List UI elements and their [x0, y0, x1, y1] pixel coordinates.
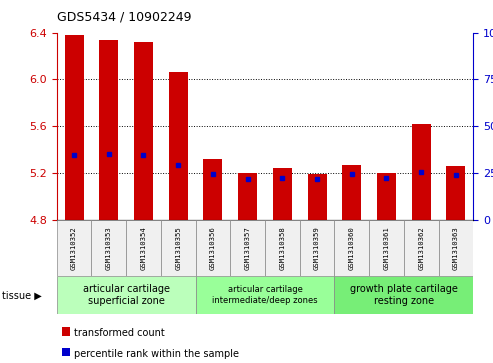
Text: GSM1310354: GSM1310354 [141, 226, 146, 270]
Bar [65, 35, 84, 220]
Bar [126, 220, 161, 276]
Text: tissue ▶: tissue ▶ [2, 291, 42, 301]
Bar [439, 220, 473, 276]
Bar [446, 166, 465, 220]
Text: GSM1310353: GSM1310353 [106, 226, 112, 270]
Bar [265, 220, 300, 276]
Text: transformed count: transformed count [74, 328, 165, 338]
Bar [196, 220, 230, 276]
Text: GSM1310356: GSM1310356 [210, 226, 216, 270]
Bar [196, 276, 334, 314]
Bar [57, 276, 196, 314]
Text: GSM1310362: GSM1310362 [418, 226, 424, 270]
Bar [230, 220, 265, 276]
Text: percentile rank within the sample: percentile rank within the sample [74, 348, 240, 359]
Text: GSM1310355: GSM1310355 [175, 226, 181, 270]
Bar [308, 174, 326, 220]
Bar [91, 220, 126, 276]
Bar [134, 42, 153, 220]
Bar [273, 168, 292, 220]
Bar [161, 220, 196, 276]
Text: GSM1310363: GSM1310363 [453, 226, 459, 270]
Bar [204, 159, 222, 220]
Bar [99, 40, 118, 220]
Bar [334, 276, 473, 314]
Text: GSM1310352: GSM1310352 [71, 226, 77, 270]
Bar [57, 220, 91, 276]
Bar [334, 220, 369, 276]
Text: articular cartilage
intermediate/deep zones: articular cartilage intermediate/deep zo… [212, 285, 318, 305]
Bar [300, 220, 334, 276]
Text: GSM1310359: GSM1310359 [314, 226, 320, 270]
Text: articular cartilage
superficial zone: articular cartilage superficial zone [83, 284, 170, 306]
Bar [377, 173, 396, 220]
Bar [412, 124, 431, 220]
Text: GDS5434 / 10902249: GDS5434 / 10902249 [57, 11, 191, 24]
Text: GSM1310361: GSM1310361 [384, 226, 389, 270]
Bar [369, 220, 404, 276]
Text: growth plate cartilage
resting zone: growth plate cartilage resting zone [350, 284, 458, 306]
Bar [238, 173, 257, 220]
Text: GSM1310358: GSM1310358 [280, 226, 285, 270]
Bar [342, 165, 361, 220]
Text: GSM1310360: GSM1310360 [349, 226, 355, 270]
Bar [404, 220, 439, 276]
Text: GSM1310357: GSM1310357 [245, 226, 250, 270]
Bar [169, 72, 188, 220]
